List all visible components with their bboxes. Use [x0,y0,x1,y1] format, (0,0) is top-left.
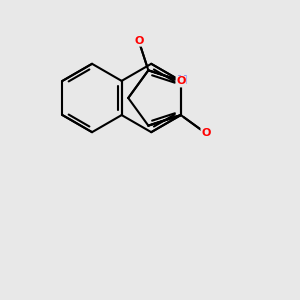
Text: O: O [134,36,143,46]
Text: N: N [177,74,188,87]
Text: O: O [176,76,185,86]
Text: O: O [201,128,210,138]
